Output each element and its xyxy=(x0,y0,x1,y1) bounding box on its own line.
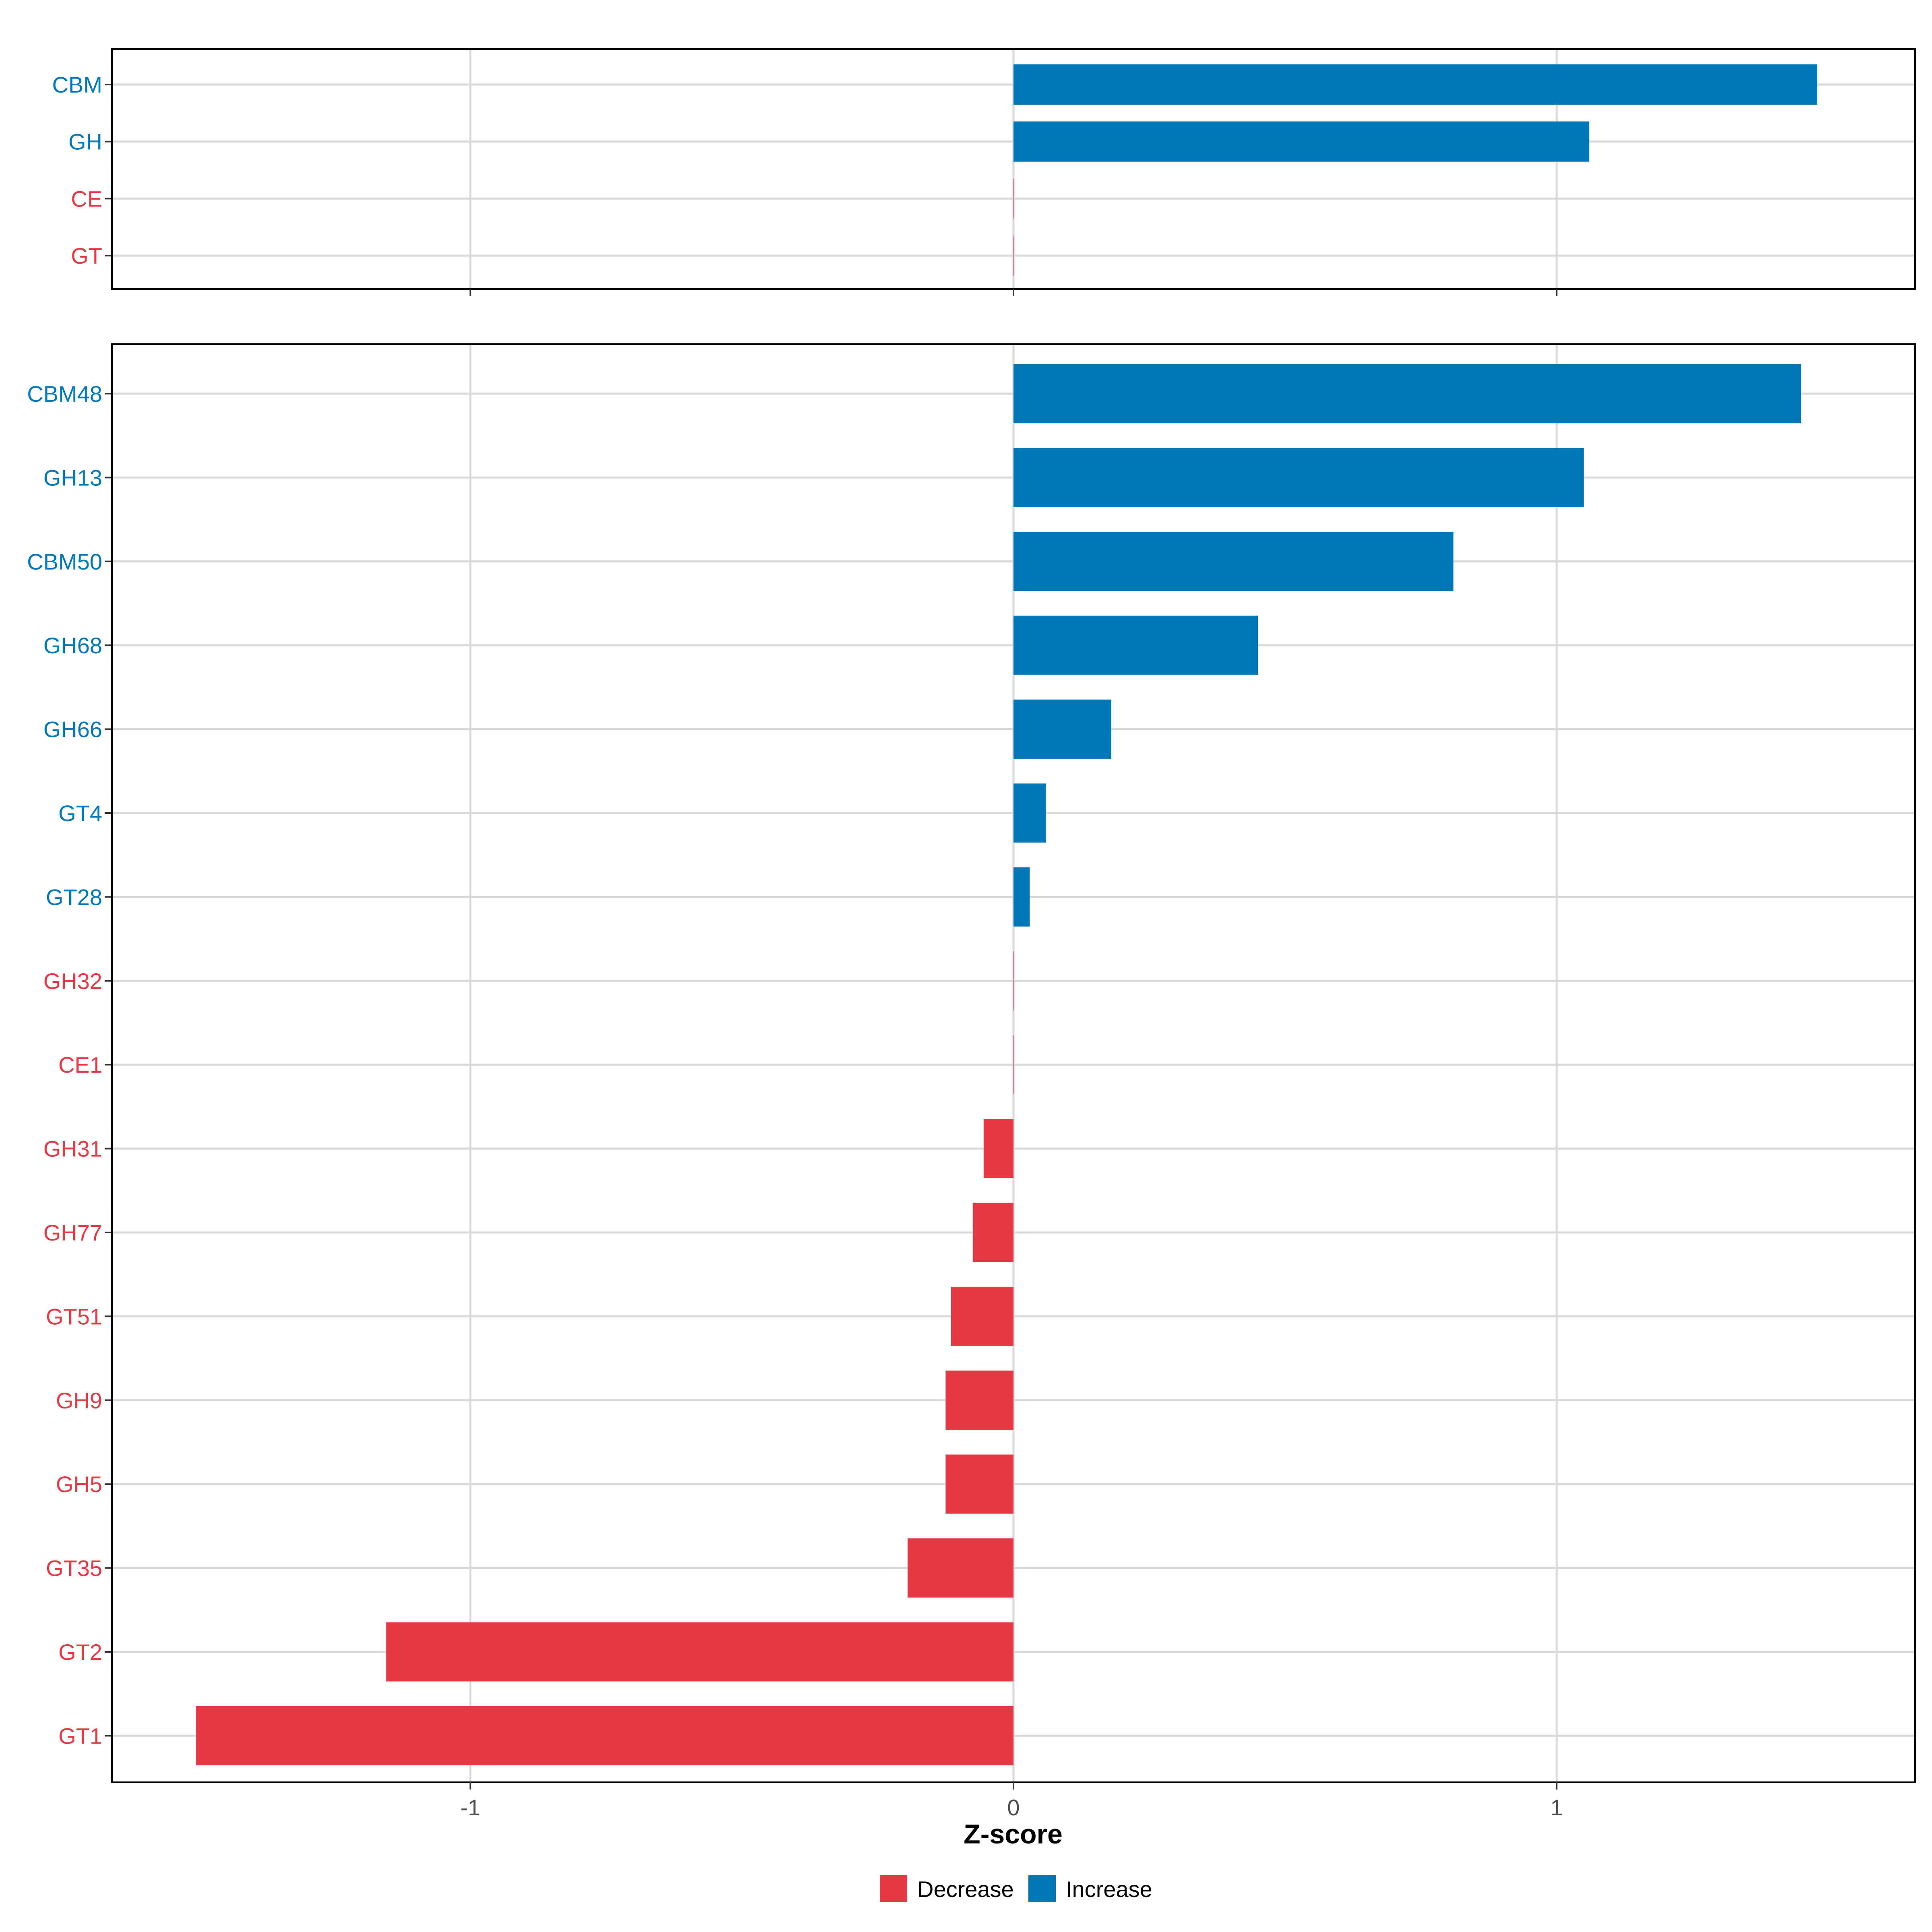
bar-gh9 xyxy=(945,1371,1013,1430)
y-tick-label-gh9: GH9 xyxy=(56,1388,102,1413)
top-panel: CBM GH CE GT xyxy=(52,48,1916,296)
y-tick-label-gt4: GT4 xyxy=(58,801,102,826)
x-tick-label: -1 xyxy=(460,1795,481,1820)
y-tick-label-ce1: CE1 xyxy=(58,1052,102,1077)
bar-gh66 xyxy=(1013,700,1111,759)
bar-ce xyxy=(1013,178,1014,219)
bar-cbm xyxy=(1013,64,1818,105)
y-tick-label-gh31: GH31 xyxy=(43,1136,102,1162)
bar-gt35 xyxy=(907,1538,1013,1598)
bar-gt1 xyxy=(196,1706,1013,1765)
bar-gh xyxy=(1013,121,1589,162)
bar-gh5 xyxy=(945,1454,1013,1514)
bar-gt51 xyxy=(951,1286,1013,1346)
bar-gt4 xyxy=(1013,783,1046,843)
bar-gt xyxy=(1013,235,1014,276)
bar-ce1 xyxy=(1013,1035,1014,1094)
y-tick-label-gh68: GH68 xyxy=(43,633,102,658)
y-tick-label-gh32: GH32 xyxy=(43,968,102,994)
bar-gh13 xyxy=(1013,448,1584,507)
legend-label-increase: Increase xyxy=(1066,1876,1152,1902)
y-tick-label-gh: GH xyxy=(68,129,102,155)
bottom-panel: CBM48 GH13 CBM50 GH68 GH66 GT4 GT28 GH32 CE1 GH31… xyxy=(27,343,1916,1820)
y-tick-label-cbm50: CBM50 xyxy=(27,549,102,574)
bar-gt28 xyxy=(1013,867,1030,927)
y-tick-label-cbm: CBM xyxy=(52,72,102,97)
bar-gh68 xyxy=(1013,615,1258,675)
y-tick-label-gh5: GH5 xyxy=(56,1472,102,1497)
bar-gh32 xyxy=(1013,951,1014,1011)
y-tick-label-gt35: GT35 xyxy=(46,1556,102,1581)
y-tick-label-gt: GT xyxy=(71,243,102,268)
y-tick-label-cbm48: CBM48 xyxy=(27,381,102,407)
y-tick-label-gh77: GH77 xyxy=(43,1220,102,1245)
x-tick-label: 0 xyxy=(1007,1795,1020,1820)
bar-cbm48 xyxy=(1013,364,1801,423)
x-axis-title: Z-score xyxy=(964,1819,1063,1849)
legend: Decrease Increase xyxy=(880,1875,1152,1902)
y-tick-label-gt51: GT51 xyxy=(46,1304,102,1329)
y-tick-label-gt1: GT1 xyxy=(58,1723,102,1748)
y-tick-label-gh13: GH13 xyxy=(43,465,102,490)
legend-swatch-increase xyxy=(1028,1875,1056,1902)
bar-gh31 xyxy=(983,1119,1013,1179)
y-tick-label-ce: CE xyxy=(71,186,102,211)
x-tick-label: 1 xyxy=(1550,1795,1563,1820)
y-tick-label-gh66: GH66 xyxy=(43,717,102,742)
y-tick-label-gt28: GT28 xyxy=(46,884,102,910)
y-tick-label-gt2: GT2 xyxy=(58,1639,102,1665)
legend-swatch-decrease xyxy=(880,1875,907,1902)
legend-label-decrease: Decrease xyxy=(917,1876,1014,1902)
bar-gh77 xyxy=(972,1203,1013,1262)
bar-cbm50 xyxy=(1013,532,1454,591)
bar-gt2 xyxy=(386,1622,1013,1682)
